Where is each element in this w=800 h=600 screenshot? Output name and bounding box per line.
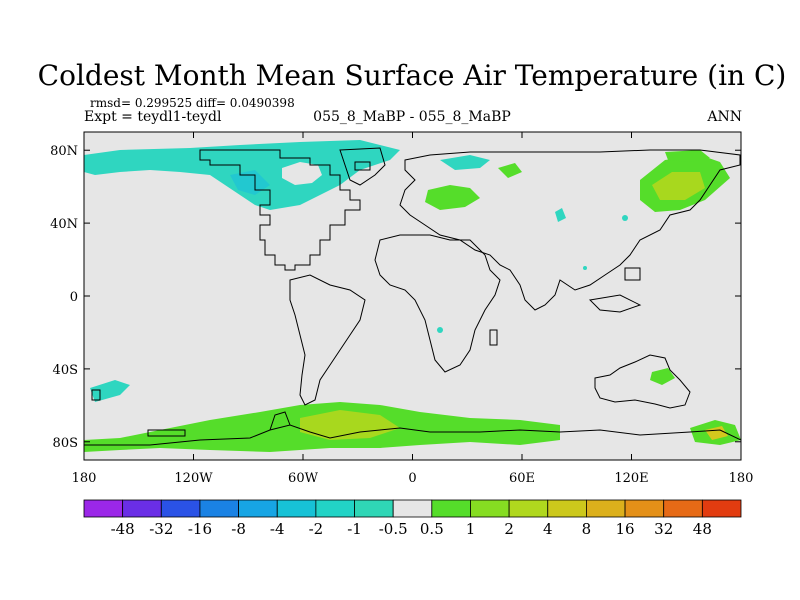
colorbar-label: 32	[654, 520, 673, 538]
coastline-antarctica	[84, 424, 741, 446]
yellow-region-ne-asia	[652, 172, 705, 200]
arctic-hole	[282, 162, 322, 185]
coastline-north-america	[199, 149, 361, 271]
season-label: ANN	[706, 109, 742, 125]
x-tick-label: 120W	[174, 471, 213, 486]
colorbar-label: -4	[270, 520, 285, 538]
y-tick-label: 0	[70, 290, 78, 305]
y-tick-label: 80S	[53, 436, 78, 451]
colorbar-swatch	[431, 499, 471, 518]
cyan-spot-3	[437, 327, 443, 333]
coastline-greenland	[339, 147, 386, 186]
coastline-iceland	[354, 161, 371, 171]
map-area	[83, 131, 742, 461]
colorbar-swatch	[160, 499, 201, 518]
x-tick-label: 180	[72, 471, 97, 486]
colorbar-swatch	[586, 499, 626, 518]
plot-title: Coldest Month Mean Surface Air Temperatu…	[38, 59, 787, 92]
colorbar-label: 4	[543, 520, 553, 538]
colorbar-label: -1	[347, 520, 362, 538]
coastline-indonesia	[588, 294, 642, 313]
stats-label: rmsd= 0.299525 diff= 0.0490398	[90, 96, 295, 110]
colorbar-swatch	[315, 499, 355, 518]
colorbar-label: 0.5	[420, 520, 444, 538]
green-region-siberia	[498, 163, 522, 178]
x-tick-label: 60W	[288, 471, 319, 486]
green-region-eurasia	[425, 185, 480, 210]
cyan-spot-4	[555, 208, 566, 222]
colorbar-swatch	[470, 499, 510, 518]
green-region-arctic-east	[665, 150, 710, 162]
colorbar-swatch	[276, 499, 317, 518]
colorbar-swatch	[122, 499, 162, 518]
coastline-australia	[594, 354, 691, 409]
colorbar-label: 1	[466, 520, 476, 538]
colorbar-label: 16	[616, 520, 635, 538]
cyan-region-europe	[440, 155, 490, 170]
cyan-spot-2	[583, 266, 587, 270]
colorbar-label: -2	[309, 520, 324, 538]
x-tick-label: 180	[729, 471, 754, 486]
colorbar-swatch	[508, 499, 549, 518]
comparison-label: 055_8_MaBP - 055_8_MaBP	[313, 109, 511, 125]
cyan-spot-1	[622, 215, 628, 221]
yellow-region-antarctica	[300, 410, 400, 440]
map-background	[84, 132, 741, 460]
colorbar-swatch	[701, 499, 742, 518]
colorbar-label: -32	[149, 520, 173, 538]
colorbar-swatch	[238, 499, 278, 518]
coastline-island-1	[147, 429, 186, 437]
cyan-region-deep	[230, 170, 270, 195]
green-region-australia	[650, 368, 675, 385]
coastline-japan	[624, 267, 641, 281]
colorbar-label: 2	[504, 520, 514, 538]
x-tick-label: 60E	[509, 471, 535, 486]
colorbar-swatch	[199, 499, 239, 518]
colorbar-swatch	[354, 499, 394, 518]
yellow-region-antarctica-east	[705, 426, 728, 440]
y-tick-label: 80N	[50, 144, 78, 159]
coastline-antarctic-peninsula	[269, 411, 291, 431]
colorbar-label: -16	[188, 520, 212, 538]
colorbar-swatch	[83, 499, 124, 518]
colorbar-label: -48	[111, 520, 135, 538]
colorbar-label: -0.5	[379, 520, 408, 538]
y-tick-label: 40N	[50, 217, 78, 232]
colorbar-swatch	[624, 499, 665, 518]
x-axis: 180 120W 60W 0 60E 120E 180	[72, 132, 754, 486]
y-tick-label: 40S	[53, 363, 78, 378]
colorbar-swatch	[392, 499, 433, 518]
colorbar-label: -8	[231, 520, 246, 538]
y-axis: 80N 40N 0 40S 80S	[50, 144, 741, 451]
coastline-madagascar	[489, 329, 498, 346]
coastlines	[84, 147, 741, 446]
coastline-south-america	[289, 274, 366, 406]
colorbar-label: 48	[693, 520, 712, 538]
coastline-eurasia	[399, 149, 741, 311]
colorbar-swatch	[547, 499, 587, 518]
colorbar: -48 -32 -16 -8 -4 -2 -1 -0.5 0.5 1 2 4 8 16 32 48	[83, 499, 742, 538]
experiment-label: Expt = teydl1-teydl	[84, 109, 222, 125]
x-tick-label: 0	[408, 471, 416, 486]
x-tick-label: 120E	[614, 471, 648, 486]
coastline-africa	[374, 234, 501, 373]
colorbar-swatch	[663, 499, 703, 518]
coastline-island-2	[91, 389, 101, 401]
colorbar-label: 8	[582, 520, 592, 538]
